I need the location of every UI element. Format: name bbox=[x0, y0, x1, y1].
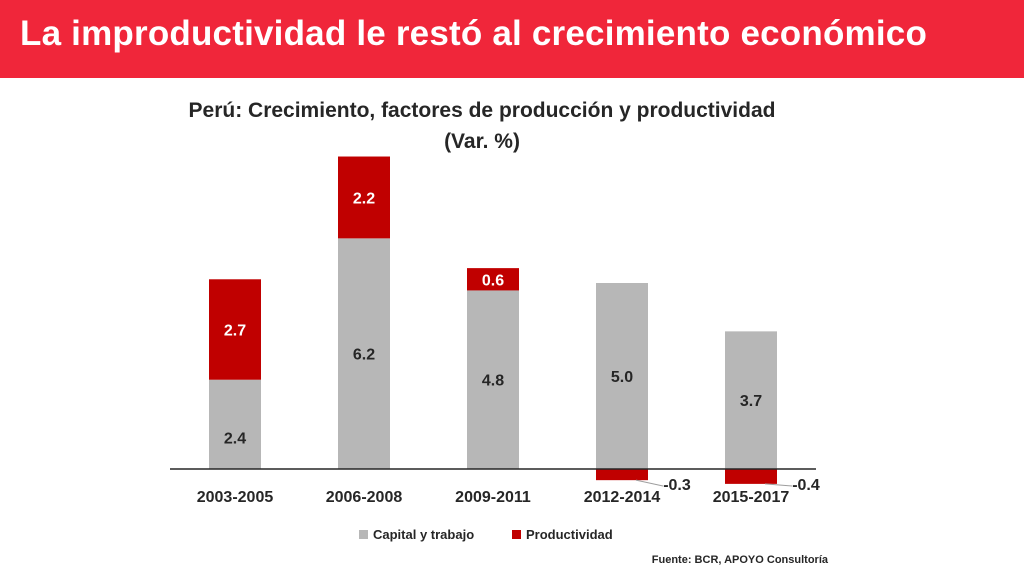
data-label-productividad: -0.3 bbox=[663, 477, 691, 494]
x-tick-label: 2003-2005 bbox=[197, 489, 274, 506]
data-label-productividad: 2.2 bbox=[353, 190, 375, 207]
data-label-productividad: 2.7 bbox=[224, 323, 246, 340]
x-tick-label: 2009-2011 bbox=[455, 489, 531, 506]
x-tick-label: 2012-2014 bbox=[584, 489, 661, 506]
chart-subtitle: (Var. %) bbox=[444, 130, 520, 153]
bar-capital-2012-2014 bbox=[596, 283, 648, 469]
chart-title: Perú: Crecimiento, factores de producció… bbox=[188, 99, 776, 122]
data-label-productividad: -0.4 bbox=[792, 477, 820, 494]
bar-productividad-2003-2005 bbox=[209, 279, 261, 380]
slide-title: La improductividad le restó al crecimien… bbox=[20, 14, 928, 53]
bar-capital-2006-2008 bbox=[338, 238, 390, 469]
legend-label: Capital y trabajo bbox=[373, 527, 474, 542]
data-label-capital: 3.7 bbox=[740, 393, 762, 410]
data-label-capital: 4.8 bbox=[482, 373, 504, 390]
bar-capital-2009-2011 bbox=[467, 290, 519, 469]
chart-title-block: Perú: Crecimiento, factores de producció… bbox=[0, 95, 964, 157]
header-banner: La improductividad le restó al crecimien… bbox=[0, 0, 1024, 78]
data-label-productividad: 0.6 bbox=[482, 272, 504, 289]
source-note: Fuente: BCR, APOYO Consultoría bbox=[651, 554, 828, 566]
bar-capital-2003-2005 bbox=[209, 379, 261, 469]
leader-line bbox=[635, 479, 664, 487]
data-label-capital: 5.0 bbox=[611, 369, 633, 386]
data-label-capital: 6.2 bbox=[353, 347, 375, 364]
bar-productividad-2006-2008 bbox=[338, 156, 390, 239]
x-tick-label: 2006-2008 bbox=[326, 489, 403, 506]
legend-label: Productividad bbox=[526, 527, 613, 542]
leader-line bbox=[764, 483, 793, 487]
bar-productividad-2009-2011 bbox=[467, 268, 519, 291]
legend-swatch bbox=[359, 530, 368, 539]
data-label-capital: 2.4 bbox=[224, 430, 246, 447]
legend-swatch bbox=[512, 530, 521, 539]
bar-productividad-2015-2017 bbox=[725, 469, 777, 484]
x-tick-label: 2015-2017 bbox=[713, 489, 790, 506]
bar-capital-2015-2017 bbox=[725, 331, 777, 469]
bar-productividad-2012-2014 bbox=[596, 469, 648, 481]
